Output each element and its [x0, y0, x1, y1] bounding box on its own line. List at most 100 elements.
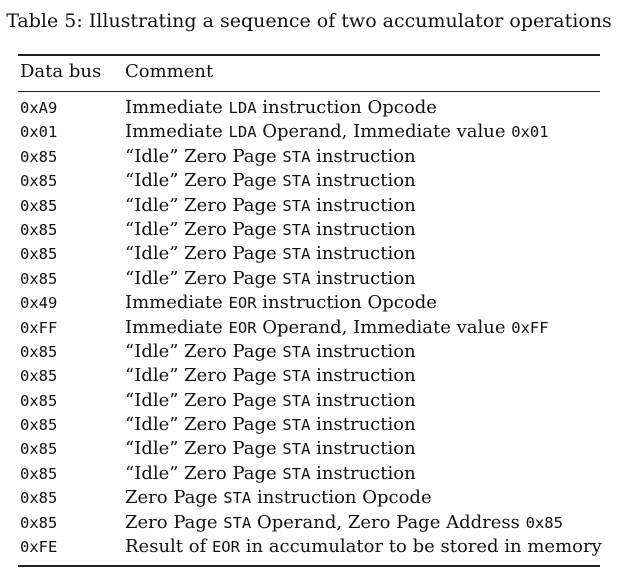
- comment-text-segment: “Idle” Zero Page: [125, 145, 283, 167]
- comment-cell: “Idle” Zero Page STA instruction: [125, 194, 416, 218]
- comment-cell: Immediate LDA Operand, Immediate value 0…: [125, 120, 549, 144]
- comment-code-segment: STA: [282, 172, 311, 191]
- comment-code-segment: EOR: [228, 318, 257, 337]
- comment-text-segment: instruction: [310, 145, 416, 167]
- comment-text-segment: Result of: [125, 536, 212, 558]
- data-bus-cell: 0xFE: [20, 538, 58, 557]
- comment-text-segment: “Idle” Zero Page: [125, 340, 283, 362]
- table-row: 0x85 “Idle” Zero Page STA instruction: [0, 145, 618, 169]
- comment-text-segment: “Idle” Zero Page: [125, 414, 283, 436]
- comment-cell: “Idle” Zero Page STA instruction: [125, 437, 416, 461]
- data-bus-cell: 0x85: [20, 513, 58, 532]
- comment-code-segment: STA: [282, 367, 311, 386]
- comment-code-segment: EOR: [211, 538, 240, 557]
- table-row: 0x85 “Idle” Zero Page STA instruction: [0, 364, 618, 388]
- table-row: 0x85 “Idle” Zero Page STA instruction: [0, 413, 618, 437]
- comment-text-segment: “Idle” Zero Page: [125, 389, 283, 411]
- comment-cell: “Idle” Zero Page STA instruction: [125, 242, 416, 266]
- data-bus-cell: 0x01: [20, 123, 58, 142]
- table-row: 0x85 “Idle” Zero Page STA instruction: [0, 340, 618, 364]
- comment-text-segment: instruction Opcode: [256, 97, 437, 118]
- comment-text-segment: instruction: [310, 340, 416, 362]
- table-row: 0x85 “Idle” Zero Page STA instruction: [0, 462, 618, 486]
- table-row: 0x49 Immediate EOR instruction Opcode: [0, 291, 618, 315]
- table-row: 0x85 “Idle” Zero Page STA instruction: [0, 194, 618, 218]
- comment-code-segment: STA: [282, 147, 311, 166]
- data-bus-cell: 0x85: [20, 440, 58, 459]
- data-bus-cell: 0x85: [20, 269, 58, 288]
- header-comment: Comment: [125, 61, 214, 82]
- data-bus-cell: 0x85: [20, 172, 58, 191]
- comment-text-segment: instruction Opcode: [256, 292, 437, 314]
- comment-cell: “Idle” Zero Page STA instruction: [125, 364, 416, 388]
- comment-code-segment: 0x85: [525, 513, 563, 532]
- table-row: 0x85 “Idle” Zero Page STA instruction: [0, 242, 618, 266]
- data-bus-cell: 0xFF: [20, 318, 58, 337]
- data-bus-cell: 0xA9: [20, 99, 58, 117]
- comment-cell: “Idle” Zero Page STA instruction: [125, 389, 416, 413]
- table-row: 0x85 Zero Page STA Operand, Zero Page Add…: [0, 511, 618, 535]
- data-bus-cell: 0x85: [20, 342, 58, 361]
- table-body: 0xA9 Immediate LDA instruction Opcode 0x01…: [0, 96, 618, 559]
- comment-text-segment: Immediate: [125, 292, 229, 314]
- comment-text-segment: “Idle” Zero Page: [125, 365, 283, 387]
- comment-text-segment: “Idle” Zero Page: [125, 218, 283, 240]
- header-data-bus: Data bus: [20, 61, 102, 82]
- table-row: 0x01 Immediate LDA Operand, Immediate val…: [0, 120, 618, 144]
- comment-text-segment: in accumulator to be stored in memory: [239, 536, 602, 558]
- comment-cell: “Idle” Zero Page STA instruction: [125, 218, 416, 242]
- table-row: 0x85 “Idle” Zero Page STA instruction: [0, 389, 618, 413]
- comment-text-segment: Operand, Immediate value: [256, 121, 512, 143]
- table-top-rule: [18, 54, 600, 56]
- comment-code-segment: STA: [282, 391, 311, 410]
- comment-text-segment: Operand, Zero Page Address: [251, 511, 526, 533]
- comment-text-segment: “Idle” Zero Page: [125, 462, 283, 484]
- comment-text-segment: instruction: [310, 462, 416, 484]
- table-row: 0xA9 Immediate LDA instruction Opcode: [0, 96, 618, 120]
- comment-text-segment: Operand, Immediate value: [256, 316, 512, 338]
- comment-text-segment: “Idle” Zero Page: [125, 243, 283, 265]
- comment-cell: “Idle” Zero Page STA instruction: [125, 169, 416, 193]
- comment-text-segment: instruction Opcode: [251, 487, 432, 509]
- comment-text-segment: Zero Page: [125, 487, 224, 509]
- comment-code-segment: 0xFF: [511, 318, 549, 337]
- comment-text-segment: Immediate: [125, 316, 229, 338]
- data-bus-cell: 0x85: [20, 416, 58, 435]
- data-bus-cell: 0x85: [20, 220, 58, 239]
- comment-cell: “Idle” Zero Page STA instruction: [125, 413, 416, 437]
- comment-code-segment: STA: [223, 513, 252, 532]
- comment-text-segment: “Idle” Zero Page: [125, 194, 283, 216]
- comment-text-segment: instruction: [310, 414, 416, 436]
- comment-text-segment: “Idle” Zero Page: [125, 170, 283, 192]
- table-row: 0x85 “Idle” Zero Page STA instruction: [0, 267, 618, 291]
- comment-cell: Immediate LDA instruction Opcode: [125, 96, 437, 120]
- comment-cell: Result of EOR in accumulator to be store…: [125, 535, 602, 559]
- comment-text-segment: “Idle” Zero Page: [125, 267, 283, 289]
- comment-text-segment: instruction: [310, 243, 416, 265]
- comment-text-segment: “Idle” Zero Page: [125, 438, 283, 460]
- comment-code-segment: STA: [282, 464, 311, 483]
- comment-code-segment: LDA: [228, 123, 257, 142]
- table-header-rule: [18, 91, 600, 92]
- comment-cell: “Idle” Zero Page STA instruction: [125, 462, 416, 486]
- data-bus-cell: 0x85: [20, 489, 58, 508]
- comment-text-segment: instruction: [310, 194, 416, 216]
- comment-code-segment: EOR: [228, 294, 257, 313]
- comment-code-segment: STA: [282, 220, 311, 239]
- comment-cell: “Idle” Zero Page STA instruction: [125, 145, 416, 169]
- table-row: 0xFF Immediate EOR Operand, Immediate val…: [0, 316, 618, 340]
- data-bus-cell: 0x85: [20, 245, 58, 264]
- comment-text-segment: Immediate: [125, 121, 229, 143]
- table-row: 0xFE Result of EOR in accumulator to be s…: [0, 535, 618, 559]
- comment-code-segment: STA: [223, 489, 252, 508]
- comment-text-segment: Immediate: [125, 97, 229, 118]
- comment-cell: Immediate EOR instruction Opcode: [125, 291, 437, 315]
- table-bottom-rule: [18, 565, 600, 567]
- table-caption: Table 5: Illustrating a sequence of two …: [6, 10, 612, 32]
- table-header-row: Data bus Comment: [0, 61, 618, 87]
- comment-text-segment: Zero Page: [125, 511, 224, 533]
- data-bus-cell: 0x85: [20, 196, 58, 215]
- comment-cell: Zero Page STA Operand, Zero Page Address…: [125, 511, 563, 535]
- comment-text-segment: instruction: [310, 438, 416, 460]
- table-row: 0x85 Zero Page STA instruction Opcode: [0, 486, 618, 510]
